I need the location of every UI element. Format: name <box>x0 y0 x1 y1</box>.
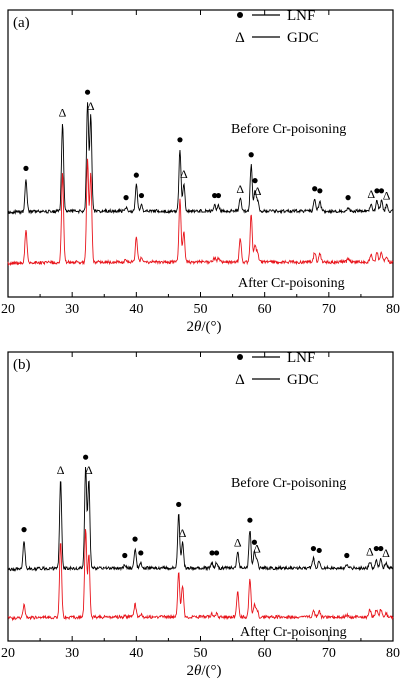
peak-marker-lnf <box>344 552 350 559</box>
x-axis-label: 2θ/(°) <box>186 319 221 335</box>
series-before-line <box>7 467 394 572</box>
peak-marker-lnf <box>252 178 258 184</box>
legend-lnf-marker <box>237 12 243 18</box>
plot-frame <box>7 351 394 642</box>
peak-marker-lnf <box>138 550 144 556</box>
legend-label: LNF <box>287 8 315 24</box>
peak-marker-lnf <box>177 137 183 143</box>
peak-marker-lnf <box>23 165 29 171</box>
x-tick-label: 20 <box>1 646 15 661</box>
x-axis-label-prefix: 2 <box>186 663 194 679</box>
series-label: Before Cr-poisoning <box>231 476 346 491</box>
x-tick-label: 50 <box>194 646 208 661</box>
x-tick-label: 70 <box>322 646 336 661</box>
peak-marker-lnf <box>345 195 351 201</box>
x-tick-label: 80 <box>386 646 400 661</box>
legend-label: GDC <box>287 30 319 46</box>
peak-marker-gdc: Δ <box>254 184 262 198</box>
x-tick-label: 80 <box>386 302 400 317</box>
panel-label: (a) <box>13 15 30 31</box>
peak-marker-lnf <box>213 550 220 556</box>
series-label: After Cr-poisoning <box>238 276 345 291</box>
peak-marker-gdc: Δ <box>253 542 261 556</box>
x-tick-label: 40 <box>129 646 143 661</box>
x-tick-label: 60 <box>258 302 272 317</box>
peak-marker-gdc: Δ <box>382 546 390 560</box>
peak-marker-gdc: Δ <box>383 189 391 203</box>
peak-marker-lnf <box>133 172 139 178</box>
peak-marker-lnf <box>378 545 384 552</box>
xrd-panel-b: 20 30 40 50 60 70 80 2θ/(°) (b) LNF Δ GDC Before Cr-… <box>1 350 400 679</box>
peak-marker-lnf <box>84 89 91 95</box>
peak-marker-lnf <box>374 188 380 194</box>
peak-marker-lnf <box>21 527 27 533</box>
series-after-line <box>7 529 394 622</box>
peak-marker-lnf <box>176 501 182 508</box>
legend-gdc-marker: Δ <box>235 372 245 388</box>
x-tick-label: 60 <box>258 646 272 661</box>
peak-marker-gdc: Δ <box>85 463 93 477</box>
panel-label: (b) <box>13 357 31 373</box>
peak-marker-lnf <box>83 454 89 460</box>
x-axis-label-theta: θ <box>194 663 202 679</box>
legend-lnf-marker <box>237 354 243 360</box>
x-tick-label: 50 <box>194 302 208 317</box>
x-axis-label-theta: θ <box>194 319 202 335</box>
peak-marker-gdc: Δ <box>236 182 244 196</box>
x-axis-label-suffix: /(°) <box>201 663 221 679</box>
peak-marker-lnf <box>138 192 145 199</box>
x-tick-label: 30 <box>65 302 79 317</box>
legend-gdc-marker: Δ <box>235 30 245 46</box>
plot-frame <box>7 9 394 298</box>
peak-marker-lnf <box>123 195 129 201</box>
legend-label: GDC <box>287 372 319 388</box>
x-axis-label-suffix: /(°) <box>201 319 221 335</box>
peak-marker-gdc: Δ <box>57 463 65 477</box>
peak-marker-gdc: Δ <box>234 535 242 549</box>
peak-marker-gdc: Δ <box>59 106 67 120</box>
peak-marker-lnf <box>378 188 385 194</box>
peak-marker-gdc: Δ <box>180 167 188 181</box>
peak-marker-gdc: Δ <box>367 187 375 201</box>
x-tick-label: 30 <box>65 646 79 661</box>
x-tick-label: 70 <box>322 302 336 317</box>
peak-marker-lnf <box>312 186 318 192</box>
peak-marker-gdc: Δ <box>366 545 374 559</box>
peak-marker-lnf <box>316 547 322 554</box>
series-label: Before Cr-poisoning <box>231 122 346 137</box>
peak-marker-lnf <box>212 192 218 199</box>
peak-marker-lnf <box>373 545 379 552</box>
series-label: After Cr-poisoning <box>240 625 347 640</box>
peak-marker-lnf <box>122 552 128 559</box>
x-axis-label-prefix: 2 <box>186 319 194 335</box>
x-tick-label: 40 <box>129 302 143 317</box>
peak-marker-gdc: Δ <box>179 526 187 540</box>
xrd-panel-a: 20 30 40 50 60 70 80 2θ/(°) (a) LNF Δ GDC Before Cr-… <box>1 8 400 335</box>
peak-marker-lnf <box>247 517 253 523</box>
x-tick-label: 20 <box>1 302 15 317</box>
peak-marker-lnf <box>251 539 257 545</box>
peak-marker-gdc: Δ <box>87 99 95 113</box>
peak-marker-lnf <box>310 545 317 552</box>
legend-label: LNF <box>287 350 315 366</box>
peak-marker-lnf <box>132 536 138 542</box>
peak-marker-lnf <box>248 152 254 158</box>
series-before-line <box>7 102 394 215</box>
peak-marker-lnf <box>209 550 215 556</box>
series-after-line <box>7 158 394 267</box>
x-axis-label: 2θ/(°) <box>186 663 221 679</box>
peak-marker-lnf <box>317 188 323 194</box>
peak-marker-lnf <box>215 192 222 199</box>
